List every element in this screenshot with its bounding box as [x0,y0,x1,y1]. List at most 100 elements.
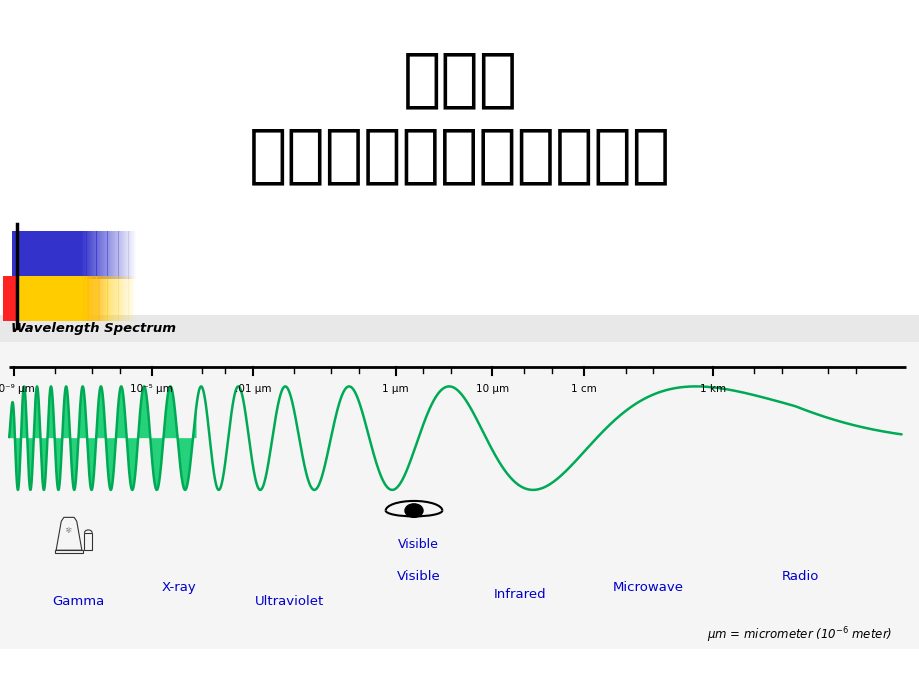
Bar [112,276,113,321]
Bar [82,276,83,321]
Bar [79,276,80,321]
Text: Microwave: Microwave [612,582,684,594]
Bar [98,276,99,321]
Bar [92,276,93,321]
Bar [127,276,129,321]
Bar [17,276,81,321]
Circle shape [404,504,423,518]
Bar [132,276,134,321]
Bar [98,276,100,321]
Bar [124,231,125,279]
Bar [96,276,97,321]
Bar [110,276,112,321]
Bar [107,276,108,321]
Bar [105,231,107,279]
Bar [99,231,101,279]
Bar [82,231,84,279]
Text: Infrared: Infrared [493,589,546,601]
Bar [96,231,97,279]
Bar [108,276,109,321]
Bar [62,276,63,321]
Bar [99,276,100,321]
Bar [118,276,119,321]
Bar [85,533,92,550]
Bar [73,276,74,321]
Bar [88,276,90,321]
Bar [135,276,136,321]
Bar [113,276,114,321]
Bar [105,276,107,321]
Text: Ultraviolet: Ultraviolet [255,595,324,608]
Bar [107,231,108,279]
Bar [94,276,96,321]
Bar [85,231,86,279]
Bar [134,276,135,321]
Bar [86,231,87,279]
Text: 地面和大气中的辐射过程: 地面和大气中的辐射过程 [249,124,670,186]
Bar [103,276,104,321]
Bar [130,231,131,279]
Bar [91,231,92,279]
Bar [126,231,127,279]
Bar [118,231,119,279]
Bar [104,231,105,279]
Bar [95,276,96,321]
Bar [116,276,118,321]
Bar [85,276,86,321]
Bar [92,276,93,321]
Bar [129,231,130,279]
Text: 1 cm: 1 cm [571,384,596,394]
Bar [102,276,103,321]
Text: 10 μm: 10 μm [475,384,508,394]
Bar [115,231,116,279]
Bar [135,231,136,279]
Bar [83,276,84,321]
Bar [115,276,117,321]
Bar [131,231,132,279]
Bar [87,276,88,321]
Text: 1 μm: 1 μm [382,384,408,394]
Bar [131,276,132,321]
Bar [64,276,65,321]
Text: Wavelength Spectrum: Wavelength Spectrum [11,322,176,335]
Bar [104,276,105,321]
Bar [116,231,118,279]
Bar [109,276,111,321]
Bar [55,550,83,553]
Bar [125,231,126,279]
Text: Radio: Radio [781,570,818,582]
Bar [74,276,75,321]
Bar [91,276,92,321]
Bar [81,276,82,321]
Bar [108,231,109,279]
Bar [127,231,129,279]
Bar [125,276,126,321]
Bar [93,276,95,321]
Bar [94,276,95,321]
Text: 10⁻⁵ μm: 10⁻⁵ μm [130,384,173,394]
Bar [119,231,120,279]
Text: Visible: Visible [398,538,438,551]
Bar [87,231,88,279]
Bar [78,276,79,321]
Bar [82,276,84,321]
Text: .01 μm: .01 μm [234,384,271,394]
Text: Visible: Visible [396,570,440,582]
Bar [69,276,70,321]
Text: 10⁻⁹ μm: 10⁻⁹ μm [0,384,35,394]
Text: 第五章: 第五章 [402,48,517,110]
Bar [99,276,101,321]
Bar [76,276,77,321]
Bar [66,276,67,321]
Bar [105,276,106,321]
Bar [132,231,134,279]
Bar [65,276,66,321]
Bar [109,231,111,279]
Text: 1 km: 1 km [699,384,725,394]
Text: Gamma: Gamma [52,595,104,608]
Bar [3,276,62,321]
Bar [67,276,68,321]
Bar [126,276,127,321]
Bar [113,231,114,279]
Bar [12,231,81,279]
